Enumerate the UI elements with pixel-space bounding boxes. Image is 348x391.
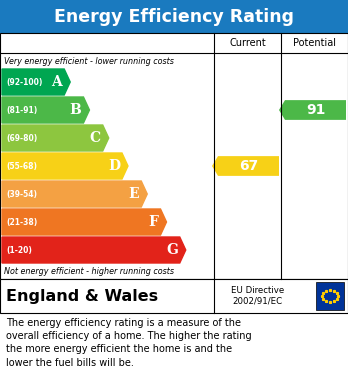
Text: C: C xyxy=(89,131,101,145)
Bar xyxy=(0,33,348,279)
Text: (21-38): (21-38) xyxy=(6,217,37,226)
Polygon shape xyxy=(2,181,147,207)
Bar xyxy=(0,0,348,33)
Bar xyxy=(0,279,348,313)
Text: F: F xyxy=(149,215,158,229)
Polygon shape xyxy=(279,100,346,120)
Text: 67: 67 xyxy=(239,159,258,173)
Text: E: E xyxy=(129,187,139,201)
Text: (55-68): (55-68) xyxy=(6,161,37,170)
Polygon shape xyxy=(2,125,109,151)
Text: G: G xyxy=(166,243,178,257)
Text: (92-100): (92-100) xyxy=(6,77,42,86)
Polygon shape xyxy=(2,209,166,235)
Text: (81-91): (81-91) xyxy=(6,106,37,115)
Polygon shape xyxy=(2,69,70,95)
Text: Not energy efficient - higher running costs: Not energy efficient - higher running co… xyxy=(4,267,174,276)
Text: Potential: Potential xyxy=(293,38,336,48)
Text: D: D xyxy=(108,159,120,173)
Polygon shape xyxy=(2,237,186,263)
Text: A: A xyxy=(52,75,62,89)
Text: B: B xyxy=(70,103,81,117)
Text: (69-80): (69-80) xyxy=(6,133,37,142)
Polygon shape xyxy=(212,156,279,176)
Text: (1-20): (1-20) xyxy=(6,246,32,255)
Polygon shape xyxy=(2,97,89,123)
Text: Energy Efficiency Rating: Energy Efficiency Rating xyxy=(54,7,294,25)
Text: The energy efficiency rating is a measure of the
overall efficiency of a home. T: The energy efficiency rating is a measur… xyxy=(6,318,252,368)
Text: England & Wales: England & Wales xyxy=(6,289,158,303)
Text: EU Directive
2002/91/EC: EU Directive 2002/91/EC xyxy=(231,286,284,306)
Text: Very energy efficient - lower running costs: Very energy efficient - lower running co… xyxy=(4,57,174,66)
Text: Current: Current xyxy=(229,38,266,48)
Text: 91: 91 xyxy=(306,103,325,117)
Polygon shape xyxy=(2,153,128,179)
Text: (39-54): (39-54) xyxy=(6,190,37,199)
Bar xyxy=(316,282,344,310)
